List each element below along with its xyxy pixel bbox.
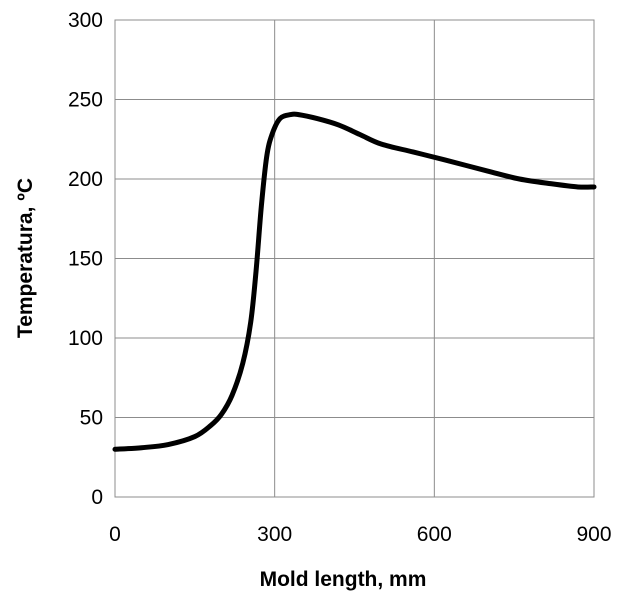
y-tick-label: 50 xyxy=(80,407,103,430)
y-axis-label: Temperatura, ºC xyxy=(14,178,37,338)
y-tick-label: 100 xyxy=(68,327,103,350)
x-tick-label: 0 xyxy=(109,523,121,546)
plot-frame xyxy=(114,19,595,498)
x-tick-label: 900 xyxy=(576,523,611,546)
y-tick-labels: 0 50 100 150 200 250 300 xyxy=(68,9,103,509)
y-tick-label: 200 xyxy=(68,168,103,191)
series-line-1 xyxy=(112,111,597,452)
y-tick-label: 150 xyxy=(68,248,103,271)
y-tick-label: 250 xyxy=(68,89,103,112)
x-tick-label: 300 xyxy=(257,523,292,546)
grid xyxy=(114,19,595,498)
x-axis-label: Mold length, mm xyxy=(260,568,427,591)
series-layer xyxy=(112,111,597,452)
x-tick-labels: 0 300 600 900 xyxy=(109,523,611,546)
y-tick-label: 0 xyxy=(91,486,103,509)
y-tick-label: 300 xyxy=(68,9,103,32)
x-tick-label: 600 xyxy=(417,523,452,546)
